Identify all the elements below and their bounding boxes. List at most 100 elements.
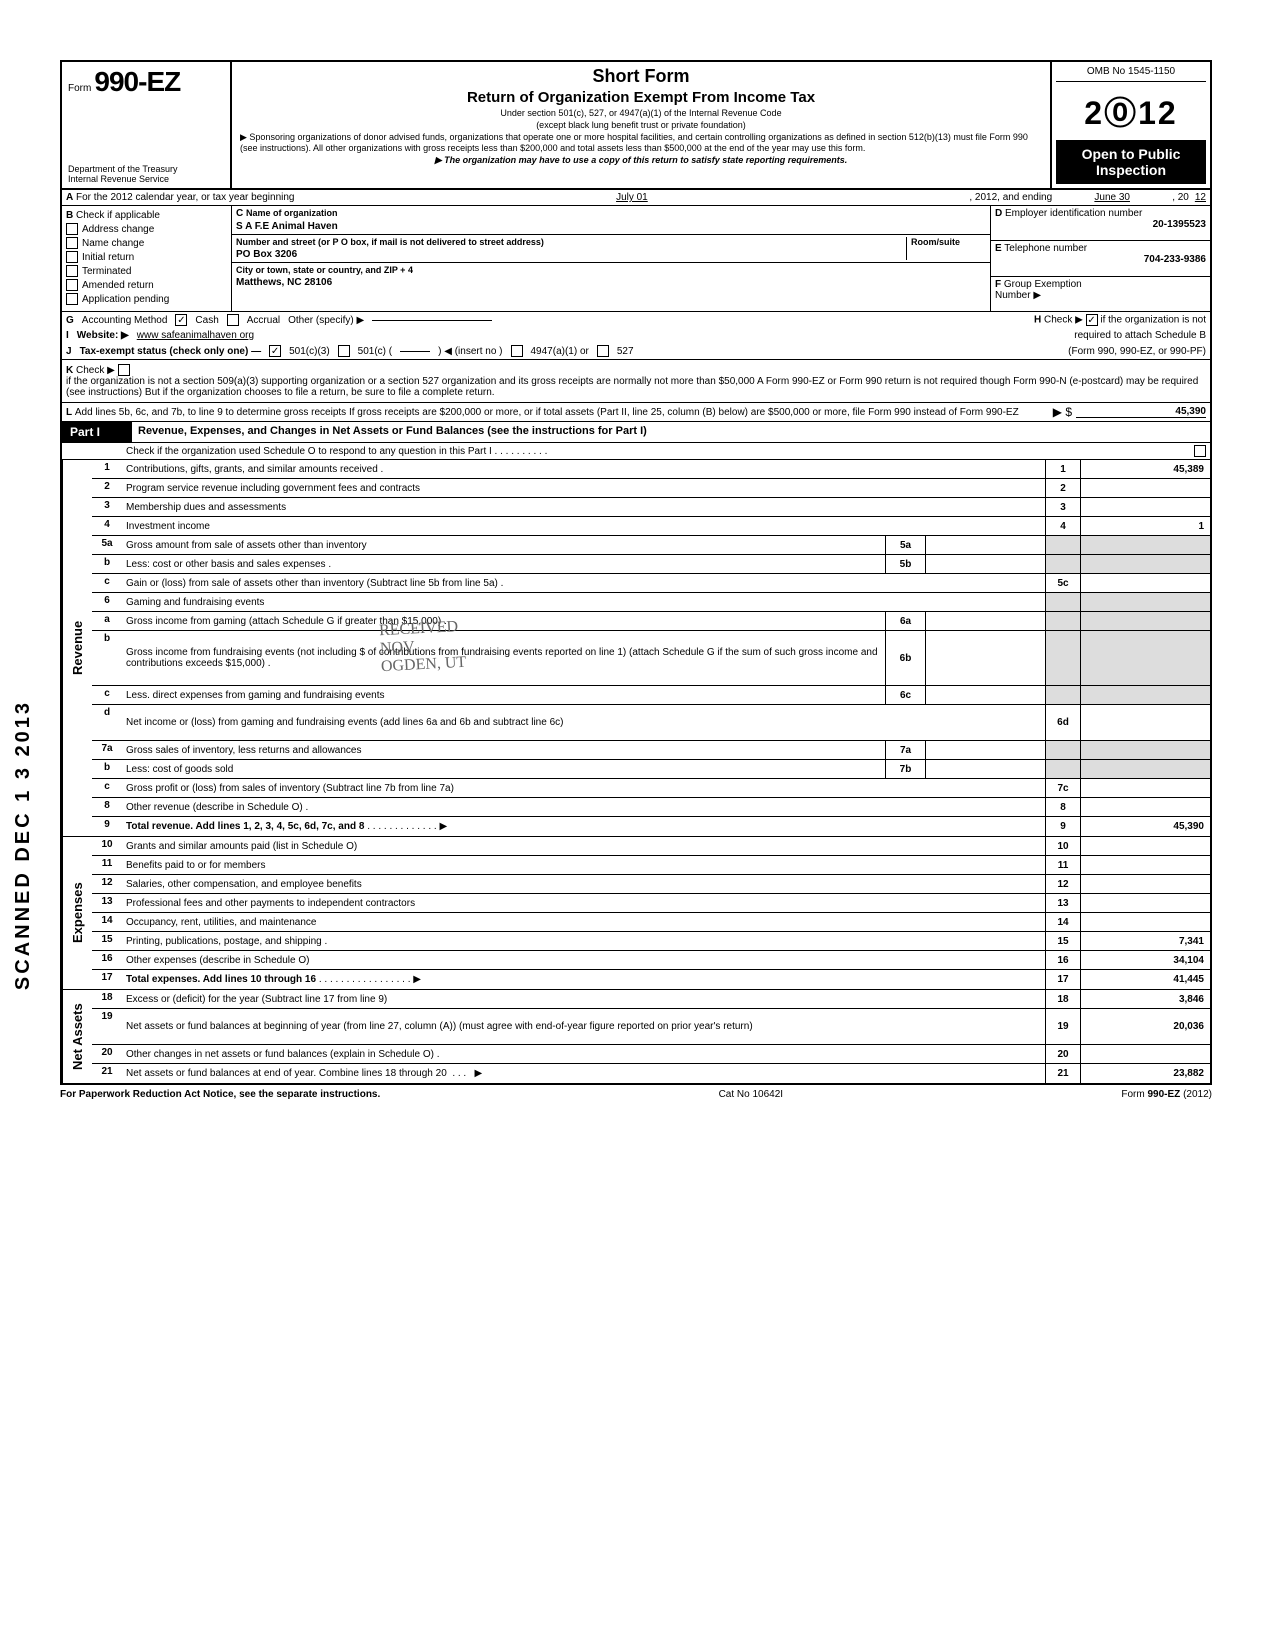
open1: Open to Public: [1058, 146, 1204, 162]
revenue-section: Revenue 1Contributions, gifts, grants, a…: [62, 460, 1210, 837]
r14-v: [1080, 913, 1210, 931]
chk-2: Initial return: [82, 252, 134, 263]
r7c-n: c: [92, 779, 122, 797]
check-app-pending[interactable]: Application pending: [66, 293, 227, 305]
check-terminated[interactable]: Terminated: [66, 265, 227, 277]
r11-n2: 11: [1045, 856, 1080, 874]
check-part1[interactable]: [1194, 445, 1206, 457]
r19-v: 20,036: [1080, 1009, 1210, 1044]
r10-n: 10: [92, 837, 122, 855]
r6d-n2: 6d: [1045, 705, 1080, 740]
r20-v: [1080, 1045, 1210, 1063]
chk-3: Terminated: [82, 266, 131, 277]
check-527[interactable]: [597, 345, 609, 357]
a-text: For the 2012 calendar year, or tax year …: [76, 192, 294, 203]
r8-v: [1080, 798, 1210, 816]
label-f: F: [995, 279, 1001, 290]
r6c-n: c: [92, 686, 122, 704]
j-o2b: ) ◀ (insert no ): [438, 346, 502, 357]
label-h: H: [1034, 315, 1041, 326]
check-h[interactable]: ✓: [1086, 314, 1098, 326]
r17-v: 41,445: [1080, 970, 1210, 989]
check-name-change[interactable]: Name change: [66, 237, 227, 249]
label-b: B: [66, 210, 73, 221]
omb-number: OMB No 1545-1150: [1056, 66, 1206, 82]
check-501c[interactable]: [338, 345, 350, 357]
r19-d: Net assets or fund balances at beginning…: [122, 1009, 1045, 1044]
label-k: K: [66, 365, 73, 376]
r5a-m: 5a: [885, 536, 925, 554]
check-501c3[interactable]: ✓: [269, 345, 281, 357]
r13-n: 13: [92, 894, 122, 912]
r21-n: 21: [92, 1064, 122, 1083]
r8-n2: 8: [1045, 798, 1080, 816]
r1-v: 45,389: [1080, 460, 1210, 478]
label-j: J: [66, 346, 72, 357]
r21-d: Net assets or fund balances at end of ye…: [126, 1068, 447, 1079]
website: www safeanimalhaven org: [137, 330, 254, 341]
j-text: Tax-exempt status (check only one) —: [80, 346, 262, 357]
check-k[interactable]: [118, 364, 130, 376]
r6d-d: Net income or (loss) from gaming and fun…: [122, 705, 1045, 740]
r7a-d: Gross sales of inventory, less returns a…: [122, 741, 885, 759]
a-yr: , 20: [1172, 192, 1189, 203]
ein-label: Employer identification number: [1005, 208, 1142, 219]
r2-n: 2: [92, 479, 122, 497]
side-expenses: Expenses: [62, 837, 92, 989]
r6b-m: 6b: [885, 631, 925, 685]
r17-n2: 17: [1045, 970, 1080, 989]
r20-d: Other changes in net assets or fund bala…: [122, 1045, 1045, 1063]
k-text2: if the organization is not a section 509…: [66, 376, 1206, 398]
r2-n2: 2: [1045, 479, 1080, 497]
r7c-v: [1080, 779, 1210, 797]
title-sub: Return of Organization Exempt From Incom…: [240, 89, 1042, 106]
r6a-m: 6a: [885, 612, 925, 630]
r9-d: Total revenue. Add lines 1, 2, 3, 4, 5c,…: [126, 821, 364, 832]
org-addr: PO Box 3206: [236, 249, 906, 260]
check-address-change[interactable]: Address change: [66, 223, 227, 235]
check-cash[interactable]: ✓: [175, 314, 187, 326]
phone-label: Telephone number: [1004, 243, 1087, 254]
g-text: Accounting Method: [82, 315, 168, 326]
footer-right: Form 990-EZ (2012): [1121, 1089, 1212, 1100]
label-a: A: [66, 192, 73, 203]
footer: For Paperwork Reduction Act Notice, see …: [60, 1085, 1212, 1104]
header: Form 990-EZ Department of the Treasury I…: [62, 62, 1210, 190]
r5b-d: Less: cost or other basis and sales expe…: [122, 555, 885, 573]
j-o1: 501(c)(3): [289, 346, 330, 357]
check-4947[interactable]: [511, 345, 523, 357]
r21-n2: 21: [1045, 1064, 1080, 1083]
r5c-n2: 5c: [1045, 574, 1080, 592]
r6-d: Gaming and fundraising events: [122, 593, 1045, 611]
check-initial-return[interactable]: Initial return: [66, 251, 227, 263]
title-line3: ▶ Sponsoring organizations of donor advi…: [240, 132, 1042, 153]
part1-label: Part I: [62, 422, 132, 442]
r9-n2: 9: [1045, 817, 1080, 836]
dept2: Internal Revenue Service: [68, 174, 224, 184]
dept1: Department of the Treasury: [68, 164, 224, 174]
r7b-m: 7b: [885, 760, 925, 778]
check-accrual[interactable]: [227, 314, 239, 326]
r15-n2: 15: [1045, 932, 1080, 950]
l-arrow: ▶ $: [1053, 405, 1072, 419]
r11-v: [1080, 856, 1210, 874]
received-stamp: RECEIVED NOV OGDEN, UT: [379, 618, 467, 676]
label-d: D: [995, 208, 1002, 219]
right-info: D Employer identification number 20-1395…: [990, 206, 1210, 311]
r4-n2: 4: [1045, 517, 1080, 535]
r20-n: 20: [92, 1045, 122, 1063]
city-label: City or town, state or country, and ZIP …: [236, 265, 986, 275]
r6d-v: [1080, 705, 1210, 740]
check-amended[interactable]: Amended return: [66, 279, 227, 291]
r4-n: 4: [92, 517, 122, 535]
h-text: Check ▶: [1044, 315, 1083, 326]
r6-n: 6: [92, 593, 122, 611]
r8-d: Other revenue (describe in Schedule O) .: [122, 798, 1045, 816]
j-o3: 4947(a)(1) or: [531, 346, 589, 357]
title-box: Short Form Return of Organization Exempt…: [232, 62, 1050, 188]
r6c-m: 6c: [885, 686, 925, 704]
room-label: Room/suite: [906, 237, 986, 260]
r16-v: 34,104: [1080, 951, 1210, 969]
r12-v: [1080, 875, 1210, 893]
form-number: 990-EZ: [94, 66, 180, 97]
